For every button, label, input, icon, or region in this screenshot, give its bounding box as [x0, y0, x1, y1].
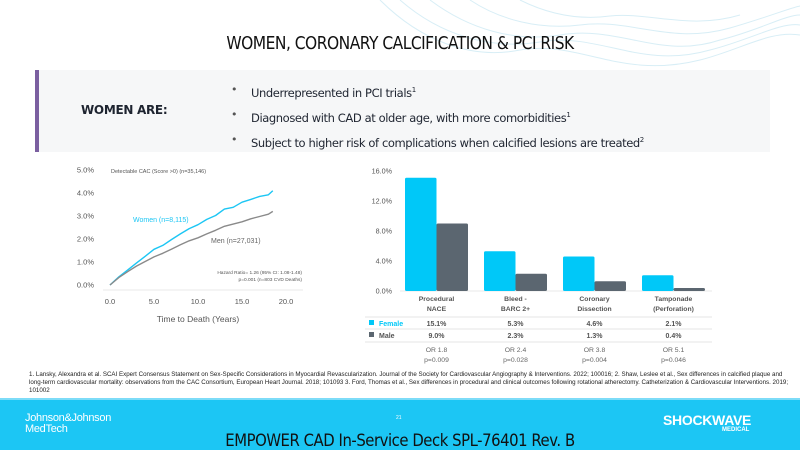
- p-value-label: p=0.046: [661, 357, 686, 364]
- bullet-icon: •: [231, 83, 238, 96]
- category-label: NACE: [427, 306, 447, 313]
- odds-ratio-label: OR 1.8: [426, 347, 448, 354]
- x-tick-label: 15.0: [235, 297, 250, 306]
- references-footnote: 1. Lansky, Alexandra et al. SCAI Expert …: [29, 371, 789, 394]
- footer-bar: Johnson&Johnson MedTech 21 EMPOWER CAD I…: [0, 398, 800, 450]
- data-value-label: 0.4%: [666, 333, 683, 340]
- y-tick-label: 12.0%: [372, 197, 393, 206]
- bullet-item: • Subject to higher risk of complications…: [231, 129, 644, 154]
- category-label: Procedural: [419, 296, 455, 303]
- odds-ratio-label: OR 5.1: [663, 347, 685, 354]
- women-are-panel: WOMEN ARE: • Underrepresented in PCI tria…: [35, 70, 770, 152]
- jnj-logo-line1: Johnson&Johnson: [25, 412, 112, 424]
- line-chart-title: Detectable CAC (Score >0) (n=35,146): [111, 169, 206, 175]
- men-series-label: Men (n=27,031): [211, 238, 261, 245]
- p-value-label: p=0.009: [424, 357, 449, 364]
- y-tick-label: 2.0%: [77, 235, 94, 244]
- odds-ratio-label: OR 2.4: [505, 347, 527, 354]
- p-value-label: p=0.004: [582, 357, 607, 364]
- data-value-label: 5.3%: [508, 321, 525, 328]
- line-chart-x-axis-label: Time to Death (Years): [157, 314, 240, 324]
- category-label: (Perforation): [653, 306, 694, 313]
- hazard-ratio-annotation: Hazard Ratio= 1.26 (95% CI: 1.08-1.48): [217, 270, 302, 276]
- bullet-icon: •: [231, 108, 238, 121]
- footer-divider: [0, 398, 800, 400]
- panel-label: WOMEN ARE:: [81, 103, 168, 117]
- p-value-annotation: p=0.001 (n=803 CVD Deaths): [239, 277, 303, 283]
- x-tick-label: 10.0: [191, 297, 206, 306]
- category-label: Dissection: [577, 306, 611, 313]
- jnj-logo-line2: MedTech: [25, 423, 68, 435]
- y-tick-label: 3.0%: [77, 212, 94, 221]
- female-bar: [642, 275, 674, 291]
- shockwave-logo: SHOCKWAVE: [663, 412, 752, 428]
- bullet-item: • Diagnosed with CAD at older age, with m…: [231, 104, 644, 129]
- p-value-label: p=0.028: [503, 357, 528, 364]
- bullet-item: • Underrepresented in PCI trials1: [231, 79, 644, 104]
- legend-swatch: [369, 332, 374, 337]
- data-value-label: 15.1%: [427, 321, 448, 328]
- y-tick-label: 4.0%: [77, 189, 94, 198]
- female-bar: [405, 177, 437, 291]
- women-series-line: [109, 190, 274, 286]
- male-bar: [673, 288, 705, 291]
- bullet-list: • Underrepresented in PCI trials1 • Diagno…: [231, 79, 644, 154]
- category-label: Bleed -: [504, 296, 527, 303]
- data-value-label: 4.6%: [587, 321, 604, 328]
- category-label: BARC 2+: [501, 306, 530, 313]
- data-value-label: 9.0%: [429, 333, 446, 340]
- bullet-text: Diagnosed with CAD at older age, with mo…: [251, 111, 567, 125]
- jnj-medtech-logo: Johnson&Johnson MedTech: [25, 413, 111, 435]
- slide-title: WOMEN, CORONARY CALCIFICATION & PCI RISK: [226, 33, 574, 54]
- legend-label: Female: [379, 321, 403, 328]
- deck-title: EMPOWER CAD In-Service Deck SPL-76401 Re…: [225, 431, 575, 450]
- data-value-label: 2.3%: [508, 333, 525, 340]
- y-tick-label: 4.0%: [376, 257, 393, 266]
- y-tick-label: 5.0%: [77, 166, 94, 175]
- men-series-line: [109, 210, 274, 286]
- y-tick-label: 0.0%: [77, 281, 94, 290]
- category-label: Tamponade: [655, 296, 693, 303]
- citation-sup: 2: [639, 136, 644, 144]
- legend-label: Male: [379, 333, 395, 340]
- women-series-label: Women (n=8,115): [133, 217, 189, 224]
- male-bar: [594, 281, 626, 291]
- male-bar: [436, 223, 468, 291]
- y-tick-label: 8.0%: [376, 227, 393, 236]
- female-bar: [563, 256, 595, 291]
- x-tick-label: 0.0: [105, 297, 115, 306]
- x-tick-label: 5.0: [149, 297, 159, 306]
- bullet-icon: •: [231, 133, 238, 146]
- odds-ratio-label: OR 3.8: [584, 347, 606, 354]
- bullet-text: Subject to higher risk of complications …: [251, 136, 640, 150]
- citation-sup: 1: [566, 111, 571, 119]
- female-bar: [484, 251, 516, 291]
- male-bar: [515, 273, 547, 291]
- y-tick-label: 16.0%: [372, 167, 393, 176]
- category-label: Coronary: [579, 296, 609, 303]
- y-tick-label: 1.0%: [77, 258, 94, 267]
- citation-sup: 1: [411, 86, 416, 94]
- y-tick-label: 0.0%: [376, 287, 393, 296]
- bullet-text: Underrepresented in PCI trials: [251, 86, 412, 100]
- data-value-label: 2.1%: [666, 321, 683, 328]
- data-value-label: 1.3%: [587, 333, 604, 340]
- shockwave-logo-sub: MEDICAL: [722, 427, 750, 433]
- x-tick-label: 20.0: [279, 297, 294, 306]
- page-number: 21: [396, 415, 402, 421]
- legend-swatch: [369, 320, 374, 325]
